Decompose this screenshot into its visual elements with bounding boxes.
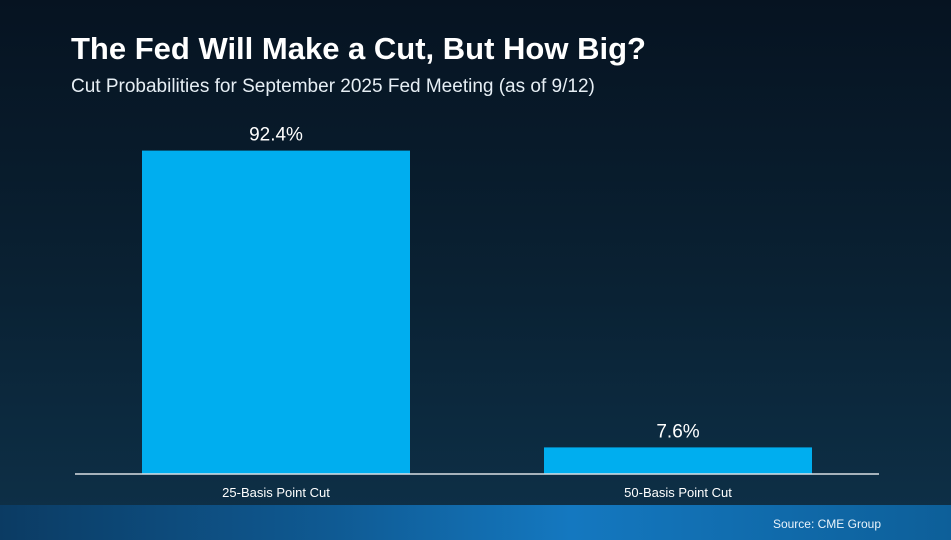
- bars-group: [142, 150, 812, 474]
- footer-band: [0, 505, 951, 540]
- chart-title: The Fed Will Make a Cut, But How Big?: [71, 31, 646, 66]
- bar-value-label-1: 92.4%: [249, 125, 303, 146]
- bar-value-label-2: 7.6%: [656, 421, 699, 442]
- source-note: Source: CME Group: [772, 517, 881, 531]
- chart-subtitle: Cut Probabilities for September 2025 Fed…: [71, 76, 595, 97]
- category-label-1: 25-Basis Point Cut: [222, 485, 330, 500]
- bar-chart: 92.4% 25-Basis Point Cut 7.6% 50-Basis Poin…: [75, 125, 879, 500]
- category-label-2: 50-Basis Point Cut: [624, 485, 732, 500]
- bar-1: [142, 150, 410, 474]
- labels-group: 92.4% 25-Basis Point Cut 7.6% 50-Basis Poin…: [222, 125, 732, 500]
- bar-2: [544, 447, 812, 474]
